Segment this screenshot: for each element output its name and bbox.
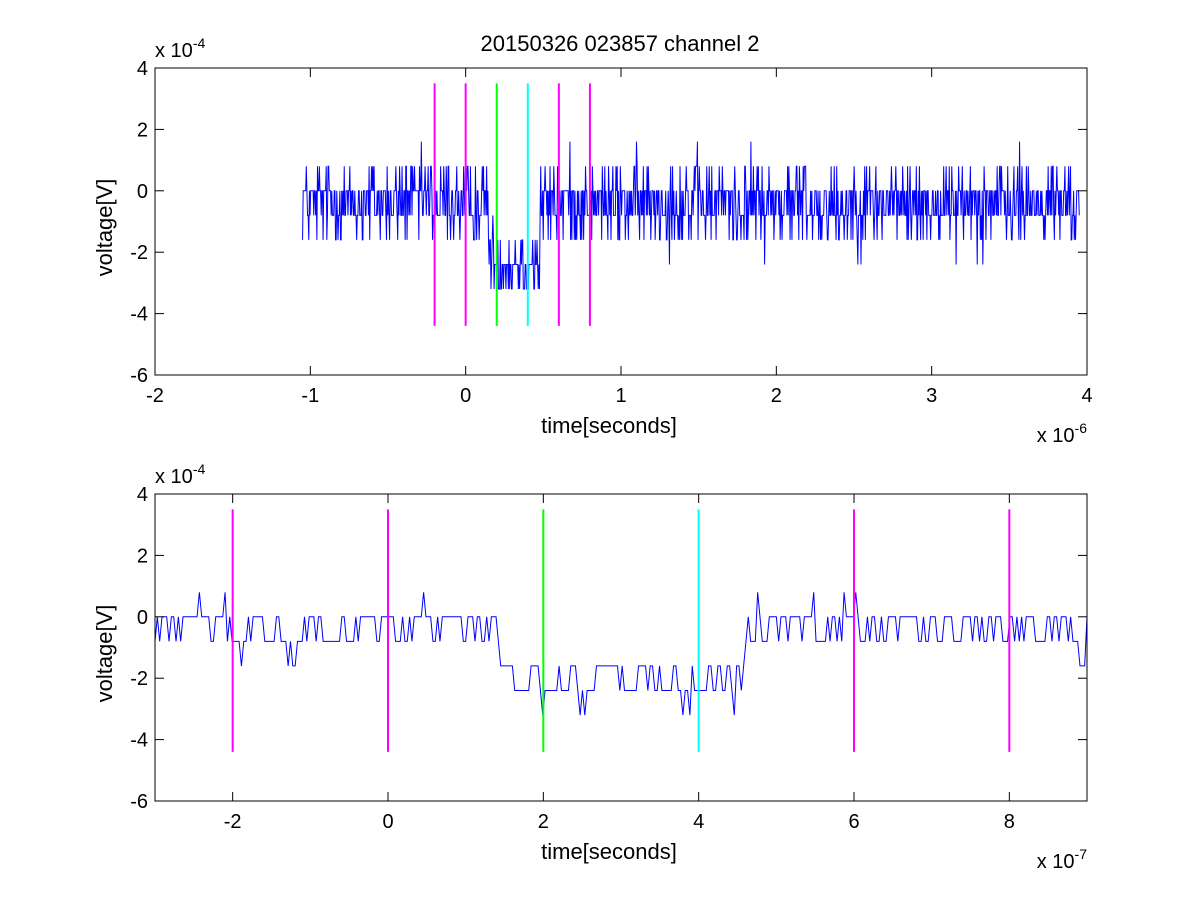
top-plot: -2 -1 0 1 2 3 4 -6 -4 -2 0 2 4 time[seconds] voltage[V… [92,35,1093,447]
x-axis-label: time[seconds] [541,839,677,864]
y-axis-multiplier: x 10-4 [155,461,205,488]
y-tick-label: 2 [137,119,148,141]
bottom-plot: -2 0 2 4 6 8 -6 -4 -2 0 2 4 time[seconds] voltage[V] x… [92,461,1088,873]
y-tick-label: -2 [130,242,148,264]
x-tick-label: 6 [848,811,859,833]
y-tick-label: 0 [137,181,148,203]
y-tick-label: 0 [137,607,148,629]
x-axis-multiplier: x 10-7 [1037,846,1087,873]
x-tick-label: 2 [538,811,549,833]
plot-area [155,68,1087,375]
y-tick-label: -4 [130,304,148,326]
x-tick-label: 0 [382,811,393,833]
x-tick-label: 3 [926,385,937,407]
y-tick-label: -6 [130,791,148,813]
figure-title: 20150326 023857 channel 2 [481,31,760,56]
x-tick-label: -1 [301,385,319,407]
plot-area [155,494,1087,801]
x-tick-label: -2 [146,385,164,407]
x-tick-label: -2 [224,811,242,833]
y-axis-multiplier: x 10-4 [155,35,205,62]
x-tick-label: 8 [1004,811,1015,833]
y-tick-label: 4 [137,58,148,80]
x-tick-label: 0 [460,385,471,407]
signal-trace [154,592,1088,716]
y-tick-label: -6 [130,365,148,387]
y-tick-label: -4 [130,730,148,752]
x-tick-label: 1 [615,385,626,407]
signal-trace [302,141,1080,290]
y-tick-label: 4 [137,484,148,506]
y-tick-label: 2 [137,545,148,567]
x-tick-label: 2 [771,385,782,407]
y-axis-label: voltage[V] [92,605,117,703]
x-axis-multiplier: x 10-6 [1037,420,1087,447]
axes-box [154,493,1088,802]
y-axis-label: voltage[V] [92,179,117,277]
x-tick-label: 4 [693,811,704,833]
x-axis-label: time[seconds] [541,413,677,438]
x-tick-label: 4 [1081,385,1092,407]
y-tick-label: -2 [130,668,148,690]
